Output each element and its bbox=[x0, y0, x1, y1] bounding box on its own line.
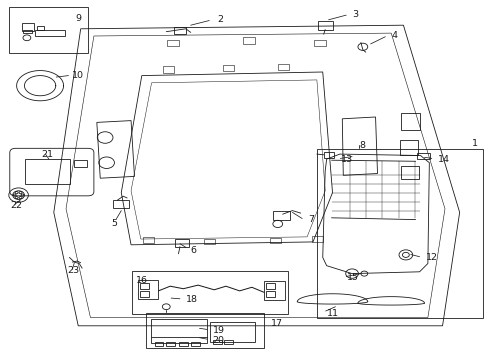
Bar bbox=[400, 166, 418, 179]
Bar bbox=[145, 313, 264, 348]
Text: 3: 3 bbox=[351, 10, 358, 19]
Bar bbox=[179, 342, 187, 346]
Bar bbox=[175, 239, 188, 247]
Bar bbox=[399, 140, 417, 155]
Text: 17: 17 bbox=[271, 320, 283, 328]
Text: 11: 11 bbox=[326, 309, 338, 318]
Text: 14: 14 bbox=[437, 154, 449, 163]
Bar bbox=[277, 64, 288, 70]
Bar bbox=[140, 291, 148, 297]
Bar bbox=[313, 40, 325, 46]
Bar bbox=[400, 113, 419, 130]
Bar bbox=[25, 159, 70, 184]
Text: 2: 2 bbox=[217, 15, 223, 24]
Bar bbox=[173, 27, 185, 34]
Bar bbox=[243, 37, 255, 44]
Text: 19: 19 bbox=[212, 326, 224, 335]
Bar bbox=[132, 271, 287, 314]
Bar bbox=[138, 280, 158, 299]
Text: 22: 22 bbox=[11, 201, 23, 210]
Bar bbox=[167, 40, 179, 46]
Bar bbox=[150, 319, 206, 343]
Text: 10: 10 bbox=[72, 71, 84, 80]
Text: 8: 8 bbox=[359, 141, 365, 150]
Bar bbox=[270, 238, 281, 243]
Text: 1: 1 bbox=[471, 139, 477, 148]
Bar bbox=[166, 342, 175, 346]
Text: 18: 18 bbox=[185, 295, 198, 304]
Text: 12: 12 bbox=[425, 253, 437, 262]
Bar bbox=[163, 66, 173, 73]
Bar bbox=[317, 21, 332, 30]
Text: 23: 23 bbox=[67, 266, 80, 275]
Text: 4: 4 bbox=[390, 31, 396, 40]
Text: 7: 7 bbox=[307, 215, 313, 224]
Bar bbox=[143, 237, 154, 243]
Text: 15: 15 bbox=[346, 274, 359, 282]
Text: 5: 5 bbox=[111, 219, 117, 228]
Bar bbox=[204, 239, 215, 244]
Text: 13: 13 bbox=[341, 154, 353, 163]
Bar bbox=[265, 283, 274, 289]
Bar bbox=[22, 23, 34, 31]
Bar bbox=[74, 160, 86, 167]
Bar bbox=[35, 30, 64, 36]
Bar bbox=[37, 26, 44, 30]
Text: 21: 21 bbox=[41, 150, 54, 159]
Bar bbox=[210, 322, 255, 342]
Bar bbox=[272, 211, 289, 220]
Bar bbox=[154, 342, 163, 346]
Bar bbox=[316, 149, 482, 318]
Bar bbox=[113, 200, 129, 208]
Text: 9: 9 bbox=[76, 14, 81, 23]
Bar bbox=[23, 30, 32, 33]
Bar bbox=[311, 236, 322, 242]
Text: 16: 16 bbox=[136, 276, 148, 285]
Text: 20: 20 bbox=[212, 336, 224, 345]
Bar bbox=[224, 340, 232, 344]
Bar bbox=[416, 153, 429, 159]
Bar bbox=[265, 291, 274, 297]
Bar bbox=[9, 7, 88, 53]
Bar bbox=[323, 152, 334, 158]
Bar bbox=[190, 342, 199, 346]
Text: 6: 6 bbox=[190, 246, 196, 255]
Bar bbox=[140, 283, 148, 289]
Bar bbox=[223, 65, 233, 71]
Bar bbox=[212, 340, 221, 344]
Bar bbox=[264, 281, 284, 300]
